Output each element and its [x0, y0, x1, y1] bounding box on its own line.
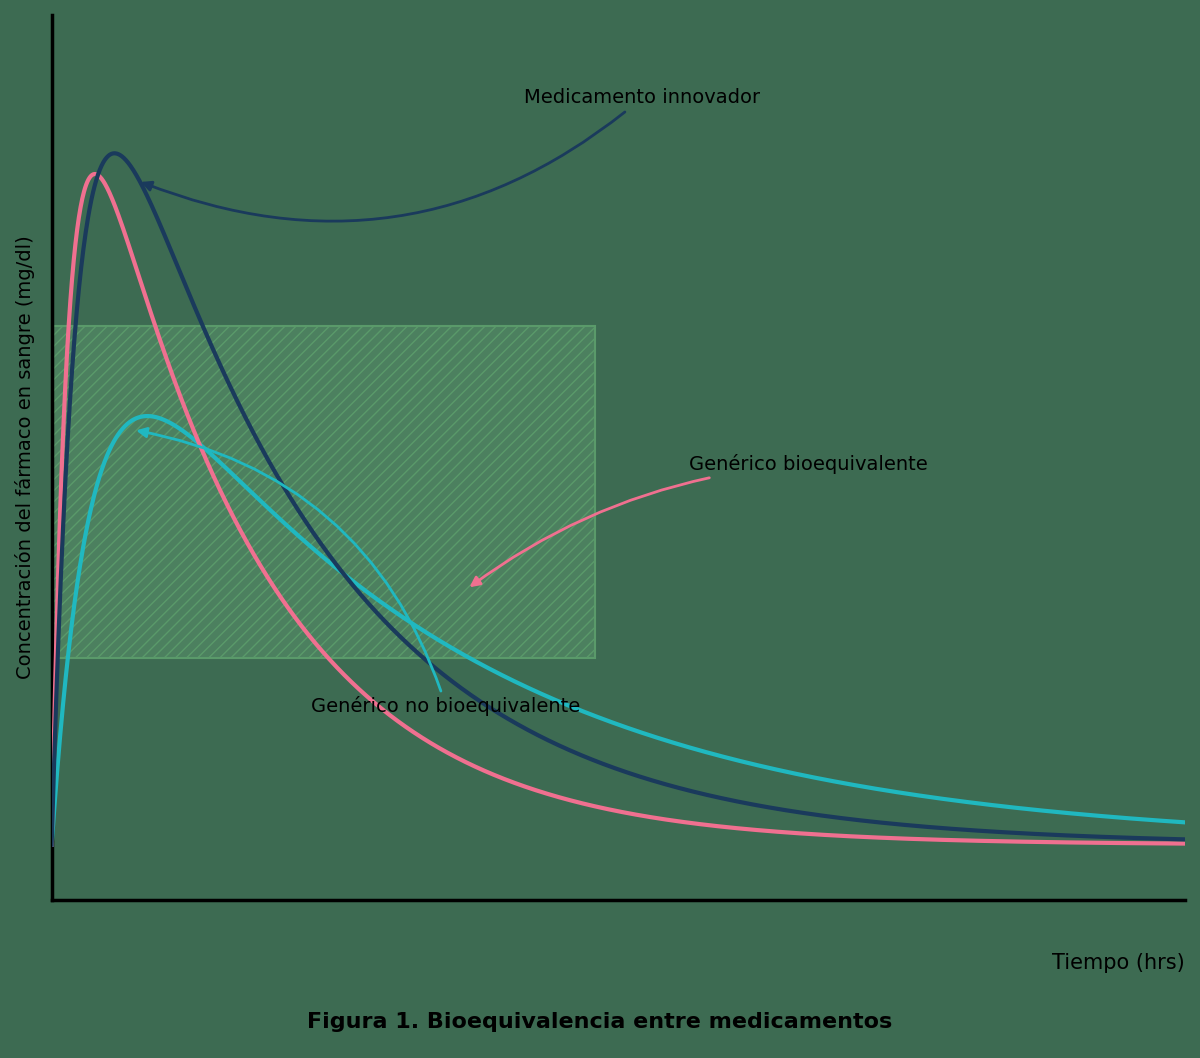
Y-axis label: Concentración del fármaco en sangre (mg/dl): Concentración del fármaco en sangre (mg/…: [14, 236, 35, 679]
Text: Genérico no bioequivalente: Genérico no bioequivalente: [139, 428, 581, 716]
Text: Tiempo (hrs): Tiempo (hrs): [1052, 953, 1186, 973]
Bar: [52, 326, 595, 658]
Text: Genérico bioequivalente: Genérico bioequivalente: [472, 455, 928, 585]
Text: Figura 1. Bioequivalencia entre medicamentos: Figura 1. Bioequivalencia entre medicame…: [307, 1011, 893, 1032]
Text: Medicamento innovador: Medicamento innovador: [144, 89, 760, 221]
Bar: [52, 326, 595, 658]
